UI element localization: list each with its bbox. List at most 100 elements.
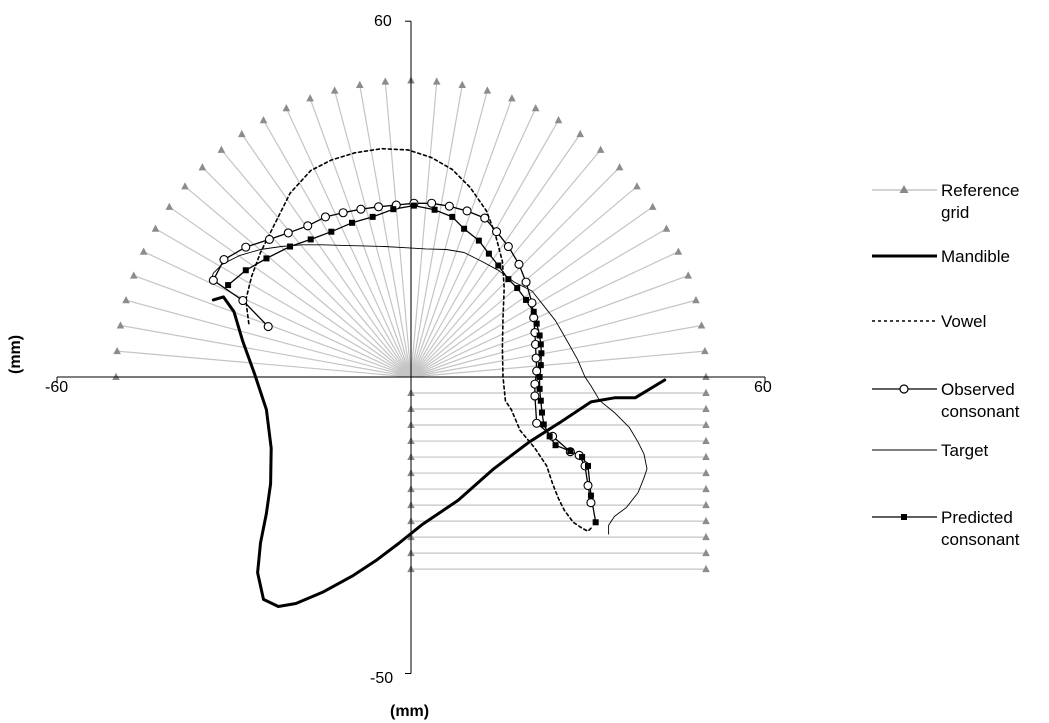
reference-grid-marker — [648, 202, 657, 210]
point-predicted-consonant — [552, 442, 559, 449]
point-predicted-consonant — [523, 296, 530, 303]
point-observed-consonant — [503, 241, 513, 252]
point-observed-consonant — [480, 213, 490, 223]
point-observed-consonant — [532, 366, 542, 376]
reference-grid-marker — [554, 116, 563, 124]
y-tick-max: 60 — [374, 13, 392, 30]
x-axis-label: (mm) — [390, 703, 429, 720]
reference-grid-marker — [576, 129, 585, 138]
point-predicted-consonant — [225, 282, 232, 289]
reference-grid-marker — [697, 321, 706, 329]
point-predicted-consonant — [567, 448, 574, 455]
reference-grid-marker — [702, 532, 710, 541]
point-observed-consonant — [263, 322, 273, 332]
point-predicted-consonant — [537, 362, 544, 369]
point-predicted-consonant — [546, 433, 553, 440]
reference-radial-line — [155, 228, 412, 378]
reference-grid-marker — [139, 247, 148, 255]
point-predicted-consonant — [349, 219, 355, 226]
reference-radial-line — [410, 149, 602, 378]
reference-radial-line — [241, 133, 412, 378]
legend-item-reference-grid: Reference grid — [872, 181, 1019, 222]
point-observed-consonant — [356, 204, 366, 214]
reference-grid-marker — [674, 247, 683, 255]
point-observed-consonant — [529, 313, 539, 323]
reference-radial-line — [125, 299, 412, 378]
reference-radial-line — [143, 251, 412, 378]
reference-radial-line — [410, 324, 702, 378]
legend-item-observed-consonant: Observed consonant — [872, 380, 1020, 421]
point-observed-consonant — [241, 242, 251, 252]
reference-grid-marker — [165, 202, 174, 210]
point-predicted-consonant — [461, 225, 468, 232]
reference-grid-marker — [483, 86, 492, 94]
point-predicted-consonant — [328, 228, 335, 235]
reference-grid-marker — [596, 145, 605, 153]
point-observed-consonant — [514, 259, 524, 269]
point-observed-consonant — [283, 228, 293, 238]
reference-radial-line — [410, 108, 537, 378]
reference-grid-marker — [113, 346, 121, 355]
reference-radial-line — [309, 98, 412, 378]
point-predicted-consonant — [579, 454, 586, 461]
y-tick-min: -50 — [370, 670, 393, 687]
legend-item-target: Target — [872, 441, 989, 460]
legend-label-reference-grid: Reference grid — [941, 181, 1019, 222]
reference-grid-marker — [702, 372, 710, 380]
reference-radial-line — [220, 149, 412, 378]
reference-radial-line — [120, 324, 412, 378]
point-observed-consonant — [583, 480, 593, 491]
legend-label-target: Target — [941, 441, 989, 460]
series-line-mandible — [211, 295, 667, 608]
reference-radial-line — [410, 81, 438, 378]
point-predicted-consonant — [514, 285, 521, 292]
point-observed-consonant — [530, 391, 540, 401]
reference-grid-marker — [381, 77, 390, 85]
reference-grid-marker — [122, 296, 130, 304]
point-observed-consonant — [444, 201, 454, 211]
point-observed-consonant — [462, 206, 472, 216]
reference-radial-line — [410, 166, 621, 378]
reference-radial-line — [410, 98, 513, 378]
y-axis-label: (mm) — [7, 335, 24, 374]
point-predicted-consonant — [538, 409, 545, 416]
point-predicted-consonant — [449, 213, 456, 220]
filled-square-marker-icon — [901, 514, 907, 520]
reference-radial-line — [285, 108, 412, 378]
legend-label-mandible: Mandible — [941, 247, 1010, 266]
point-observed-consonant — [320, 212, 331, 222]
point-observed-consonant — [527, 298, 537, 308]
point-predicted-consonant — [410, 202, 417, 209]
point-observed-consonant — [219, 255, 229, 265]
reference-grid-marker — [702, 484, 710, 493]
point-predicted-consonant — [369, 213, 376, 220]
point-predicted-consonant — [533, 320, 540, 327]
reference-radial-line — [410, 206, 653, 378]
point-predicted-consonant — [431, 206, 438, 213]
point-predicted-consonant — [390, 206, 397, 213]
reference-grid-marker — [237, 129, 246, 138]
reference-grid-marker — [701, 346, 709, 355]
reference-radial-line — [262, 119, 412, 378]
point-predicted-consonant — [495, 262, 502, 269]
point-observed-consonant — [491, 227, 502, 237]
point-observed-consonant — [303, 221, 313, 231]
reference-radial-line — [410, 84, 463, 378]
point-observed-consonant — [208, 275, 218, 285]
reference-grid-marker — [432, 77, 441, 85]
reference-grid-marker — [330, 86, 339, 94]
point-predicted-consonant — [592, 519, 599, 526]
point-observed-consonant — [586, 498, 596, 508]
point-observed-consonant — [521, 277, 531, 287]
reference-grid-marker — [702, 468, 710, 477]
point-predicted-consonant — [263, 255, 270, 262]
point-observed-consonant — [531, 353, 541, 363]
legend-item-predicted-consonant: Predicted consonant — [872, 508, 1020, 549]
point-predicted-consonant — [530, 308, 537, 315]
reference-grid-marker — [702, 420, 710, 429]
reference-grid-marker — [684, 271, 693, 279]
point-predicted-consonant — [475, 237, 482, 244]
reference-grid-marker — [112, 372, 120, 380]
point-observed-consonant — [238, 295, 248, 306]
